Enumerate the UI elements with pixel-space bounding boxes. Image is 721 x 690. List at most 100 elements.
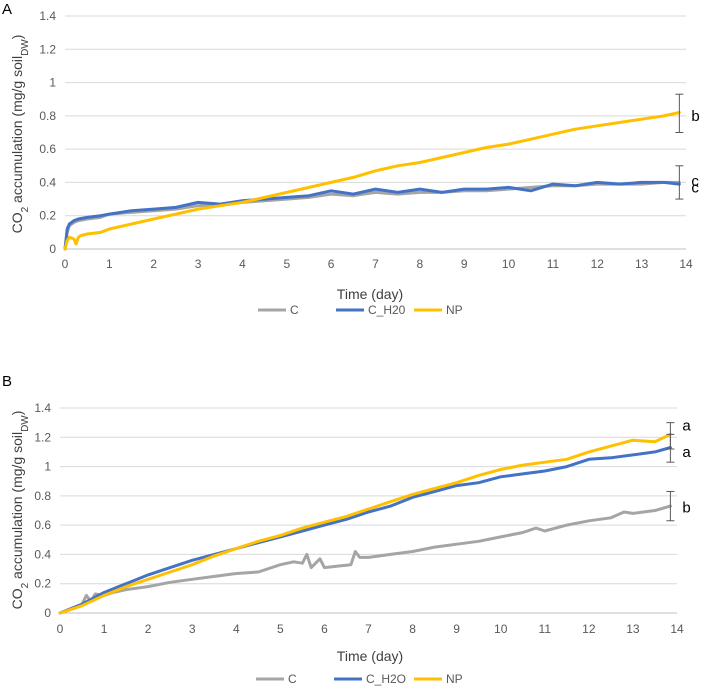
panel-b-x-tick-label: 8 [409,622,416,636]
panel-a-y-axis-label-part: accumulation (mg/g soil [9,56,25,207]
panel-b-significance-letter: a [682,444,691,461]
panel-b-x-tick-label: 1 [101,622,108,636]
panel-a-x-ticks: 0 1 2 3 4 5 6 7 8 9 10 11 12 13 14 [62,257,693,271]
panel-b-y-tick-label: 1.2 [34,430,51,444]
panel-b-legend: C C_H2O NP [256,672,463,686]
panel-b-legend-item: NP [414,672,463,686]
panel-b-y-tick-label: 1 [44,460,51,474]
panel-a-series-c-h20 [63,180,681,251]
panel-b-y-axis-label-part: 2 [20,582,31,588]
panel-b-x-tick-label: 0 [57,622,64,636]
panel-a-y-ticks: 0 0.2 0.4 0.6 0.8 1 1.2 1.4 [39,9,56,256]
panel-a-x-tick-label: 4 [239,257,246,271]
panel-b-letter: B [2,373,12,390]
panel-a-legend-item: C_H20 [336,303,406,317]
panel-b-error-bar [666,433,675,463]
panel-b-y-axis-label-part: ) [9,411,25,416]
panel-b-y-tick-label: 0.2 [34,577,51,591]
panel-a-x-tick-label: 11 [547,257,560,271]
panel-b-x-ticks: 0 1 2 3 4 5 6 7 8 9 10 11 12 13 14 [57,622,684,636]
panel-b-legend-label: C [288,672,297,686]
panel-a-y-tick-label: 1.2 [39,42,56,56]
panel-a-y-tick-label: 0.4 [39,175,56,189]
panel-b-significance-letter: a [682,418,691,435]
panel-a-error-bar [675,93,684,133]
panel-b-x-tick-label: 6 [321,622,328,636]
panel-b-y-tick-label: 0 [44,606,51,620]
panel-a-legend-label: C [290,303,299,317]
panel-b-series-np [58,432,672,615]
panel-a-series-np [63,111,681,251]
panel-a-y-tick-label: 1.4 [39,9,56,23]
panel-b-y-axis-label-part: accumulation (mg/g soil [9,432,25,583]
panel-b-annotations: aa b [682,418,691,517]
panel-b-y-tick-label: 0.4 [34,547,51,561]
panel-b-y-tick-label: 1.4 [34,401,51,415]
panel-a-x-tick-label: 2 [150,257,157,271]
panel-b-series-c-h2o [58,446,672,615]
panel-a-y-tick-label: 0.6 [39,142,56,156]
panel-b-y-ticks: 0 0.2 0.4 0.6 0.8 1 1.2 1.4 [34,401,51,620]
panel-a-x-tick-label: 14 [679,257,693,271]
panel-b: B 00.20.40.60.811.21.4 0 1 2 3 4 5 6 7 8 9 10 11 12 1… [2,373,691,686]
panel-a-x-tick-label: 6 [328,257,335,271]
panel-a-y-axis-label-part: ) [9,35,25,40]
panel-b-significance-letter: b [682,500,690,517]
panel-a-y-axis-label-part: DW [20,39,31,56]
panel-b-legend-label: C_H2O [366,672,406,686]
panel-a-x-tick-label: 1 [106,257,113,271]
panel-a-legend-item: C [258,303,299,317]
panel-a-error-bars [675,93,684,200]
panel-b-x-tick-label: 9 [453,622,460,636]
panel-a-y-tick-label: 0.8 [39,109,56,123]
panel-a-x-tick-label: 9 [461,257,468,271]
panel-b-x-tick-label: 12 [582,622,596,636]
panel-a-x-tick-label: 7 [372,257,379,271]
panel-b-x-tick-label: 4 [233,622,240,636]
panel-b-error-bars [666,422,675,522]
panel-a-lines [63,111,681,251]
panel-b-x-tick-label: 14 [670,622,684,636]
panel-a-x-axis-label: Time (day) [337,286,403,302]
panel-a-significance-letter: c [691,173,699,190]
panel-a-significance-letter: c [691,179,699,196]
panel-a-x-tick-label: 5 [283,257,290,271]
panel-a-significance-letter: b [691,108,699,125]
panel-a-x-tick-label: 0 [62,257,69,271]
panel-a: A 00.20.40.60.811.21.4 0 1 2 3 4 5 6 7 8 9 10 11 12 1… [2,1,700,317]
panel-b-y-axis-label-part: DW [20,415,31,432]
panel-b-x-tick-label: 3 [189,622,196,636]
panel-b-y-tick-label: 0.6 [34,518,51,532]
panel-b-x-tick-label: 5 [277,622,284,636]
panel-a-x-tick-label: 13 [635,257,649,271]
panel-a-x-tick-label: 12 [591,257,605,271]
panel-b-legend-label: NP [446,672,463,686]
panel-a-legend-item: NP [414,303,463,317]
panel-a-legend: C C_H20 NP [258,303,463,317]
panel-b-legend-item: C_H2O [334,672,406,686]
panel-b-x-tick-label: 2 [145,622,152,636]
panel-b-x-tick-label: 11 [539,622,552,636]
panel-a-y-axis-label-part: CO [9,212,25,233]
panel-b-legend-item: C [256,672,297,686]
panel-a-x-tick-label: 3 [195,257,202,271]
panel-a-annotations: b cc [691,108,699,197]
panel-b-x-axis-label: Time (day) [337,648,403,664]
panel-a-legend-label: NP [446,303,463,317]
panel-b-x-tick-label: 10 [494,622,508,636]
panel-a-y-tick-label: 1 [49,76,56,90]
panel-a-y-axis-label-part: 2 [20,206,31,212]
panel-a-x-tick-label: 10 [502,257,516,271]
panel-a-letter: A [2,1,12,18]
panel-b-lines [58,432,672,615]
panel-b-error-bar [666,490,675,522]
panel-a-legend-label: C_H20 [368,303,406,317]
panel-a-y-axis-label: CO2 accumulation (mg/g soilDW) [9,35,31,234]
panel-b-series-c [58,504,672,615]
panel-b-grid [60,407,677,614]
panel-a-grid [65,15,686,250]
panel-a-error-bar [675,165,684,200]
panel-b-x-tick-label: 13 [626,622,640,636]
panel-b-y-axis-label-part: CO [9,588,25,609]
